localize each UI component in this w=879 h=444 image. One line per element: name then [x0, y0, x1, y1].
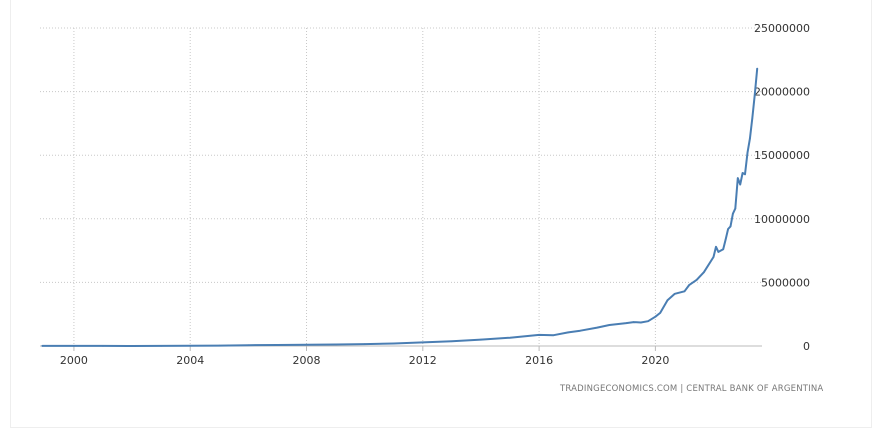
series-line	[41, 67, 759, 347]
data-point	[625, 322, 628, 324]
x-tick-label: 2004	[176, 354, 204, 367]
data-point	[753, 94, 756, 97]
y-tick-label: 20000000	[754, 86, 810, 99]
x-tick-label: 2012	[409, 354, 437, 367]
x-axis-ticks: 2000 2004 2008 2012 2016 2020	[60, 346, 669, 367]
data-point	[131, 345, 133, 347]
data-point	[608, 324, 611, 326]
x-tick-label: 2000	[60, 354, 88, 367]
data-point	[640, 321, 642, 324]
data-point	[579, 329, 582, 332]
data-point	[189, 344, 191, 347]
data-point	[734, 207, 737, 210]
source-attribution[interactable]: TRADINGECONOMICS.COM | CENTRAL BANK OF A…	[560, 384, 824, 394]
data-point	[596, 326, 598, 329]
data-point	[509, 336, 511, 339]
data-point	[305, 343, 308, 346]
data-point	[276, 344, 279, 346]
data-point	[647, 320, 649, 323]
data-point	[722, 248, 724, 251]
data-point	[688, 284, 691, 286]
data-point	[712, 256, 715, 258]
data-point	[695, 279, 698, 281]
data-point	[552, 334, 555, 337]
data-point	[538, 334, 540, 336]
data-point	[746, 151, 749, 154]
data-point	[703, 271, 705, 274]
data-point	[480, 338, 482, 341]
data-point	[724, 238, 727, 240]
chart-frame	[10, 0, 872, 428]
data-point	[739, 183, 741, 186]
data-point	[218, 344, 221, 347]
data-point	[666, 299, 669, 302]
data-point	[632, 321, 635, 323]
y-tick-label: 0	[803, 340, 810, 353]
y-tick-label: 25000000	[754, 22, 810, 35]
data-point	[749, 137, 751, 140]
data-point	[737, 177, 739, 179]
data-point	[160, 345, 162, 347]
data-point	[756, 67, 758, 70]
data-point	[683, 290, 686, 293]
data-point	[732, 212, 734, 215]
data-point	[751, 117, 754, 120]
x-tick-label: 2008	[293, 354, 321, 367]
x-tick-label: 2020	[641, 354, 669, 367]
data-point	[392, 342, 395, 345]
data-point	[741, 172, 744, 174]
data-point	[567, 331, 569, 334]
data-point	[73, 345, 75, 347]
data-point	[659, 312, 661, 314]
series-layer	[41, 67, 759, 347]
y-tick-label: 5000000	[761, 276, 810, 289]
data-point	[717, 251, 720, 253]
data-point	[334, 343, 337, 346]
data-point	[729, 225, 732, 228]
data-point	[451, 340, 453, 343]
data-point	[744, 173, 746, 176]
x-tick-label: 2016	[525, 354, 553, 367]
y-tick-label: 10000000	[754, 213, 810, 226]
data-point	[102, 345, 104, 347]
grid	[40, 27, 762, 347]
data-point	[715, 246, 717, 248]
data-point	[727, 228, 729, 230]
data-point	[674, 293, 676, 295]
data-point	[422, 341, 424, 344]
y-axis-ticks: 0 5000000 10000000 15000000 20000000 25000000	[754, 22, 810, 353]
y-tick-label: 15000000	[754, 149, 810, 162]
data-point	[41, 345, 44, 347]
data-point	[247, 344, 250, 347]
data-point	[363, 343, 366, 345]
data-point	[654, 315, 657, 318]
